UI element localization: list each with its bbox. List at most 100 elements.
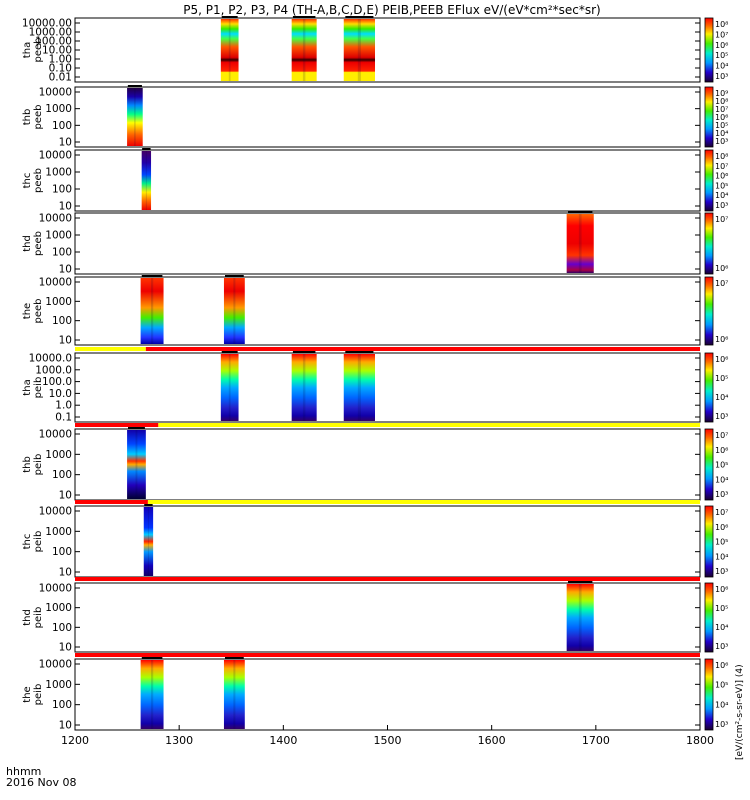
ytick-label: 10000.0	[29, 353, 72, 365]
colorbar	[704, 428, 714, 501]
data-burst-texture	[147, 507, 149, 576]
ytick-label: 10	[59, 567, 72, 579]
colorbar-tick-label: 10³	[715, 490, 728, 499]
colorbar-tick-label: 10³	[715, 72, 728, 81]
ytick-label: 1.00	[49, 54, 72, 66]
colorbar	[704, 658, 714, 731]
data-burst	[223, 660, 245, 729]
ytick-label: 10.0	[49, 388, 72, 400]
colorbar-tick-label: 10⁵	[715, 681, 728, 690]
colorbar	[704, 86, 714, 148]
colorbar-tick-label: 10⁴	[715, 191, 728, 200]
burst-marker	[128, 427, 145, 429]
data-burst	[220, 19, 239, 81]
colorbar	[704, 505, 714, 578]
flag-bar-red	[75, 653, 700, 657]
ytick-label: 100	[52, 546, 72, 558]
panel-ylabel-product: peeb	[33, 38, 44, 63]
colorbar-tick-label: 10⁴	[715, 552, 728, 561]
colorbar-tick-label: 10⁶	[715, 355, 728, 364]
ytick-label: 1.0	[55, 400, 72, 412]
flag-bar-red	[75, 577, 700, 581]
colorbar-tick-label: 10⁷	[715, 431, 728, 440]
data-burst-texture	[134, 88, 136, 146]
data-burst	[566, 214, 594, 273]
panel-ylabel-product: peeb	[33, 231, 44, 256]
ytick-label: 1000	[45, 602, 72, 614]
colorbar-tick-label: 10⁴	[715, 62, 728, 71]
ytick-label: 10000	[39, 583, 72, 595]
flag-bar-yellow	[147, 500, 700, 504]
colorbar-tick-label: 10⁶	[715, 335, 728, 344]
data-burst-texture	[302, 19, 306, 81]
data-burst-texture	[233, 278, 236, 344]
colorbar-tick-label: 10⁴	[715, 393, 728, 402]
panel-frame	[74, 352, 701, 423]
data-burst	[343, 354, 375, 421]
panel-ylabel-product: peib	[33, 684, 44, 706]
burst-marker	[345, 16, 374, 18]
panel-frame	[74, 86, 701, 148]
data-burst-texture	[145, 151, 147, 210]
panel-ylabel-product: peib	[33, 531, 44, 553]
colorbar-unit-label: [eV/(cm²-s-sr-eV)] (4)	[735, 664, 745, 760]
ytick-label: 10000	[39, 277, 72, 289]
xtick-label: 1700	[582, 734, 610, 747]
data-burst-texture	[150, 660, 154, 729]
colorbar-tick-label: 10⁵	[715, 374, 728, 383]
ytick-label: 1000.0	[35, 364, 72, 376]
panel-thb-peib: 10000 1000 100 10 thb peib 10⁷ 10⁶ 10⁵ 10⁴ 10³	[22, 423, 728, 502]
ytick-label: 10	[59, 335, 72, 347]
ytick-label: 10000.00	[22, 18, 72, 30]
ytick-label: 1000	[45, 230, 72, 242]
panel-the-peib: 10000 1000 100 10 the peib 10⁶ 10⁵ 10⁴ 10³	[22, 653, 728, 732]
ytick-label: 100	[52, 622, 72, 634]
ytick-label: 100.0	[42, 376, 72, 388]
ytick-label: 10000	[39, 87, 72, 99]
data-burst-texture	[302, 354, 306, 421]
flag-bar-red	[75, 423, 159, 427]
colorbar-tick-label: 10⁸	[715, 152, 728, 161]
data-burst	[140, 660, 164, 729]
colorbar-tick-label: 10⁸	[715, 97, 728, 106]
panel-ylabel-product: peeb	[33, 299, 44, 324]
colorbar-tick-label: 10⁶	[715, 661, 728, 670]
ytick-label: 1000	[45, 296, 72, 308]
ytick-label: 1000.00	[29, 27, 72, 39]
data-burst	[140, 278, 164, 344]
data-burst-texture	[150, 278, 154, 344]
panel-ylabel-product: peib	[33, 607, 44, 629]
panel-thb-peeb: 10000 1000 100 10 thb peeb 10⁹10⁸10⁷10⁶10⁵10⁴1…	[22, 85, 728, 149]
time-label-hhmm: hhmm	[6, 765, 41, 778]
panel-frame	[74, 17, 701, 83]
panel-ylabel-probe: thd	[22, 609, 33, 626]
panel-ylabel-product: peeb	[33, 168, 44, 193]
colorbar-tick-label: 10⁵	[715, 51, 728, 60]
panel-ylabel-probe: the	[22, 303, 33, 319]
panel-the-peeb: 10000 1000 100 10 the peeb 10⁷ 10⁶	[22, 275, 728, 347]
panel-ylabel-probe: tha	[22, 379, 33, 395]
ytick-label: 100	[52, 699, 72, 711]
colorbar-tick-label: 10⁶	[715, 264, 728, 273]
ytick-label: 1000	[45, 103, 72, 115]
colorbar-tick-label: 10⁵	[715, 604, 728, 613]
burst-marker	[345, 351, 374, 353]
data-burst	[127, 88, 143, 146]
ytick-label: 1000	[45, 679, 72, 691]
panel-thd-peib: 10000 1000 100 10 thd peib 10⁶ 10⁵ 10⁴ 10³	[22, 577, 728, 654]
data-burst-texture	[228, 19, 231, 81]
ytick-label: 10000	[39, 506, 72, 518]
colorbar-tick-label: 10⁷	[715, 508, 728, 517]
data-burst	[143, 507, 154, 576]
colorbar-tick-label: 10³	[715, 412, 728, 421]
panel-ylabel-probe: tha	[22, 42, 33, 58]
colorbar-tick-label: 10⁵	[715, 181, 728, 190]
ytick-label: 10	[59, 137, 72, 149]
panel-ylabel-probe: thc	[22, 534, 33, 550]
colorbar-tick-label: 10³	[715, 137, 728, 146]
flag-bar-red	[75, 500, 148, 504]
colorbar-tick-label: 10⁹	[715, 89, 728, 98]
burst-marker	[127, 85, 142, 87]
